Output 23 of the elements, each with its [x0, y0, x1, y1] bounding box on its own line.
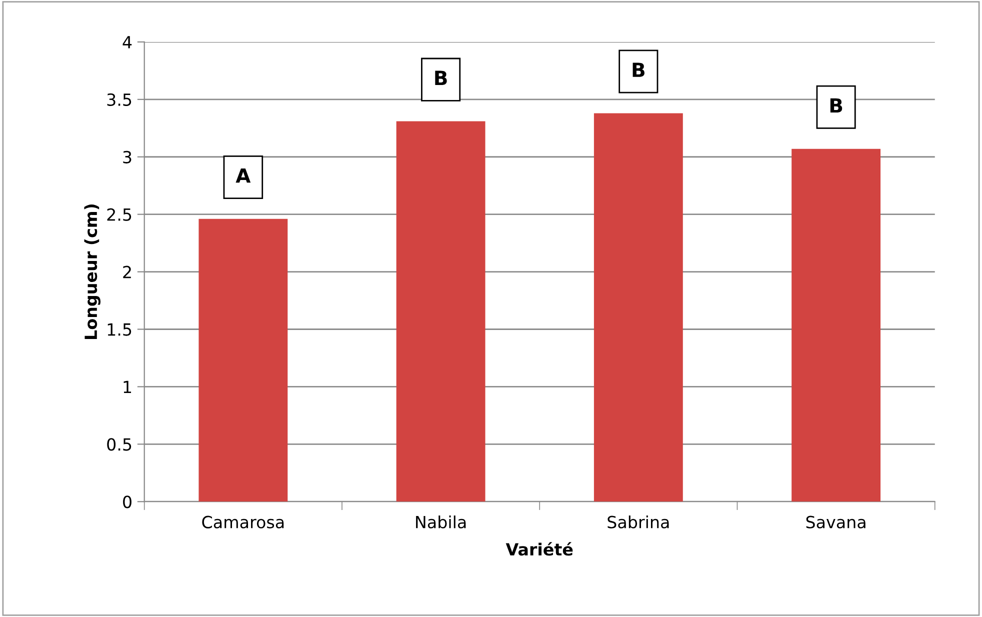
x-tick-label: Nabila [416, 516, 466, 528]
y-tick-label: 3.5 [107, 93, 132, 106]
bar [594, 113, 683, 502]
bar [396, 121, 486, 502]
annotation: B [435, 70, 447, 85]
y-tick-label: 0.5 [107, 438, 132, 451]
annotation: B [830, 98, 842, 113]
x-tick-label: Camarosa [202, 516, 284, 528]
y-axis-title: Longueur (cm) [84, 204, 100, 339]
x-axis-title: Variété [506, 542, 573, 556]
y-tick-label: 1 [124, 380, 132, 394]
x-tick-label: Savana [806, 516, 866, 528]
annotation: B [632, 62, 644, 77]
bar [792, 148, 881, 502]
y-tick-label: 1.5 [108, 323, 132, 336]
y-tick-label: 2.5 [107, 208, 132, 221]
y-tick-label: 4 [122, 36, 132, 48]
annotation: A [236, 168, 251, 183]
y-tick-label: 2 [123, 266, 131, 278]
bar [198, 218, 288, 502]
y-tick-label: 0 [123, 496, 132, 508]
x-tick-label: Sabrina [608, 516, 669, 528]
y-tick-label: 3 [123, 150, 132, 164]
